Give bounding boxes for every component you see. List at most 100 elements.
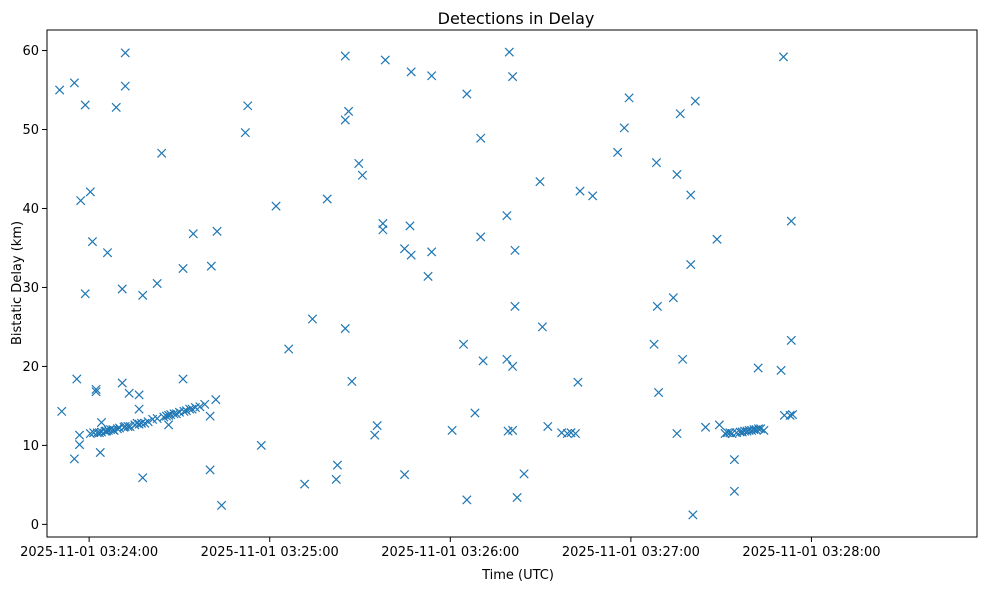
data-point xyxy=(357,170,368,180)
data-point xyxy=(340,115,350,125)
data-point xyxy=(69,78,80,88)
data-point xyxy=(447,425,457,436)
data-point xyxy=(95,447,105,458)
data-point xyxy=(91,387,101,397)
data-point xyxy=(651,158,662,168)
data-point xyxy=(502,210,512,221)
y-tick-label: 60 xyxy=(22,44,39,59)
data-point xyxy=(688,510,698,520)
data-point xyxy=(423,271,433,282)
data-point xyxy=(786,335,796,345)
data-point xyxy=(117,284,127,294)
data-point xyxy=(573,377,583,387)
data-point xyxy=(476,133,486,143)
data-point xyxy=(778,52,789,62)
data-point xyxy=(123,421,133,432)
data-point xyxy=(535,177,545,187)
plot-frame xyxy=(46,29,978,538)
data-point xyxy=(714,420,724,430)
data-point xyxy=(212,226,222,237)
data-point xyxy=(512,492,522,503)
data-point xyxy=(690,96,700,106)
data-point xyxy=(143,417,153,427)
chart-title: Detections in Delay xyxy=(438,9,595,28)
data-point xyxy=(624,93,634,103)
data-point xyxy=(331,474,341,484)
data-point xyxy=(672,428,682,439)
data-point xyxy=(206,261,216,271)
data-point xyxy=(271,201,281,211)
data-point xyxy=(755,424,766,434)
data-point xyxy=(672,169,682,180)
data-point xyxy=(427,71,437,81)
data-point xyxy=(729,486,740,496)
data-point xyxy=(80,289,90,299)
data-point xyxy=(712,234,722,244)
data-point xyxy=(87,237,98,247)
data-point xyxy=(668,293,678,303)
data-point xyxy=(427,247,437,257)
data-point xyxy=(458,339,469,349)
data-point xyxy=(570,428,581,439)
data-point xyxy=(171,409,182,419)
y-tick-label: 0 xyxy=(31,518,39,533)
data-point xyxy=(588,191,598,201)
data-point xyxy=(753,424,764,434)
y-tick-label: 30 xyxy=(22,281,39,296)
data-point xyxy=(729,454,740,465)
data-point xyxy=(406,250,416,260)
data-point xyxy=(300,479,310,489)
data-point xyxy=(470,408,480,418)
data-point xyxy=(132,418,142,428)
data-point xyxy=(652,301,662,312)
data-point xyxy=(785,410,795,421)
data-point xyxy=(399,469,410,480)
data-point xyxy=(686,190,696,200)
data-point xyxy=(211,394,221,405)
x-tick-label: 2025-11-01 03:25:00 xyxy=(201,545,339,560)
data-point xyxy=(476,232,486,242)
data-point xyxy=(619,123,629,133)
data-point xyxy=(163,420,174,430)
data-point xyxy=(786,216,796,226)
data-point xyxy=(69,454,80,464)
data-point xyxy=(406,67,416,77)
data-point xyxy=(507,425,518,436)
data-point xyxy=(178,263,188,274)
data-point xyxy=(100,426,110,436)
x-tick-label: 2025-11-01 03:28:00 xyxy=(742,545,880,560)
y-tick-label: 10 xyxy=(22,439,39,454)
data-point xyxy=(117,378,127,388)
data-point xyxy=(332,460,343,470)
data-point xyxy=(55,85,65,95)
data-point xyxy=(111,102,121,113)
data-point xyxy=(74,430,85,440)
data-point xyxy=(205,465,215,475)
data-point xyxy=(134,404,144,414)
data-point xyxy=(753,363,763,373)
data-point xyxy=(200,399,210,409)
y-tick-label: 50 xyxy=(22,123,39,138)
data-point xyxy=(507,361,518,372)
data-point xyxy=(537,322,548,332)
data-point xyxy=(80,100,90,110)
data-point xyxy=(507,71,518,82)
x-tick-label: 2025-11-01 03:27:00 xyxy=(562,545,700,560)
data-point xyxy=(510,245,520,255)
data-point xyxy=(74,439,85,450)
y-tick-label: 40 xyxy=(22,202,39,217)
data-point xyxy=(94,428,104,438)
data-point xyxy=(543,421,553,432)
data-point xyxy=(510,301,520,312)
data-point xyxy=(188,229,198,239)
plot-area xyxy=(55,47,798,520)
data-point xyxy=(96,417,107,428)
data-point xyxy=(179,406,189,417)
data-point xyxy=(347,376,357,387)
data-point xyxy=(462,89,472,99)
data-point xyxy=(120,81,130,91)
y-axis: 0 10 20 30 40 50 60 xyxy=(22,44,47,533)
data-point xyxy=(120,48,130,58)
data-point xyxy=(256,440,266,451)
